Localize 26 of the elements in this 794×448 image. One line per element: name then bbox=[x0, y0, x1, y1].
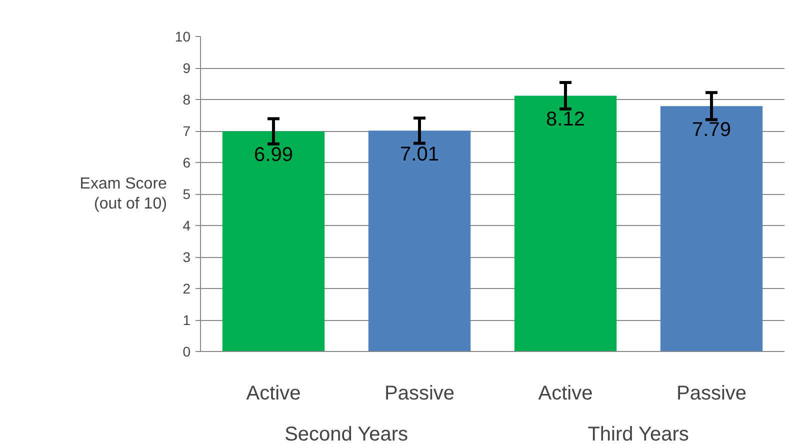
y-tick-label: 2 bbox=[182, 280, 191, 296]
bar bbox=[368, 130, 471, 352]
y-tick-label: 6 bbox=[182, 154, 191, 170]
data-label: 6.99 bbox=[254, 144, 293, 166]
y-tick-label: 10 bbox=[174, 28, 191, 44]
data-label: 8.12 bbox=[546, 108, 585, 130]
y-tick-label: 0 bbox=[182, 344, 191, 360]
x-tick-label: Active bbox=[246, 382, 301, 404]
x-tick-label: Active bbox=[538, 382, 593, 404]
text: Third Years bbox=[588, 424, 689, 446]
y-tick-label: 7 bbox=[182, 123, 191, 139]
bar bbox=[222, 131, 325, 352]
data-label: 7.79 bbox=[692, 118, 731, 141]
x-tick-label: Passive bbox=[676, 382, 747, 404]
y-tick-label: 1 bbox=[182, 312, 191, 328]
bar bbox=[660, 106, 763, 352]
y-tick-label: 5 bbox=[182, 186, 191, 202]
data-label: 7.01 bbox=[400, 143, 439, 166]
x-tick-label: Passive bbox=[384, 382, 455, 404]
y-tick-label: 8 bbox=[182, 92, 191, 108]
y-tick-label: 4 bbox=[182, 218, 191, 234]
y-axis-title: Exam Score (out of 10) bbox=[80, 175, 168, 213]
y-tick-label: 9 bbox=[182, 60, 191, 76]
bar bbox=[514, 96, 617, 352]
text: Second Years bbox=[284, 424, 408, 446]
y-tick-label: 3 bbox=[182, 249, 191, 265]
